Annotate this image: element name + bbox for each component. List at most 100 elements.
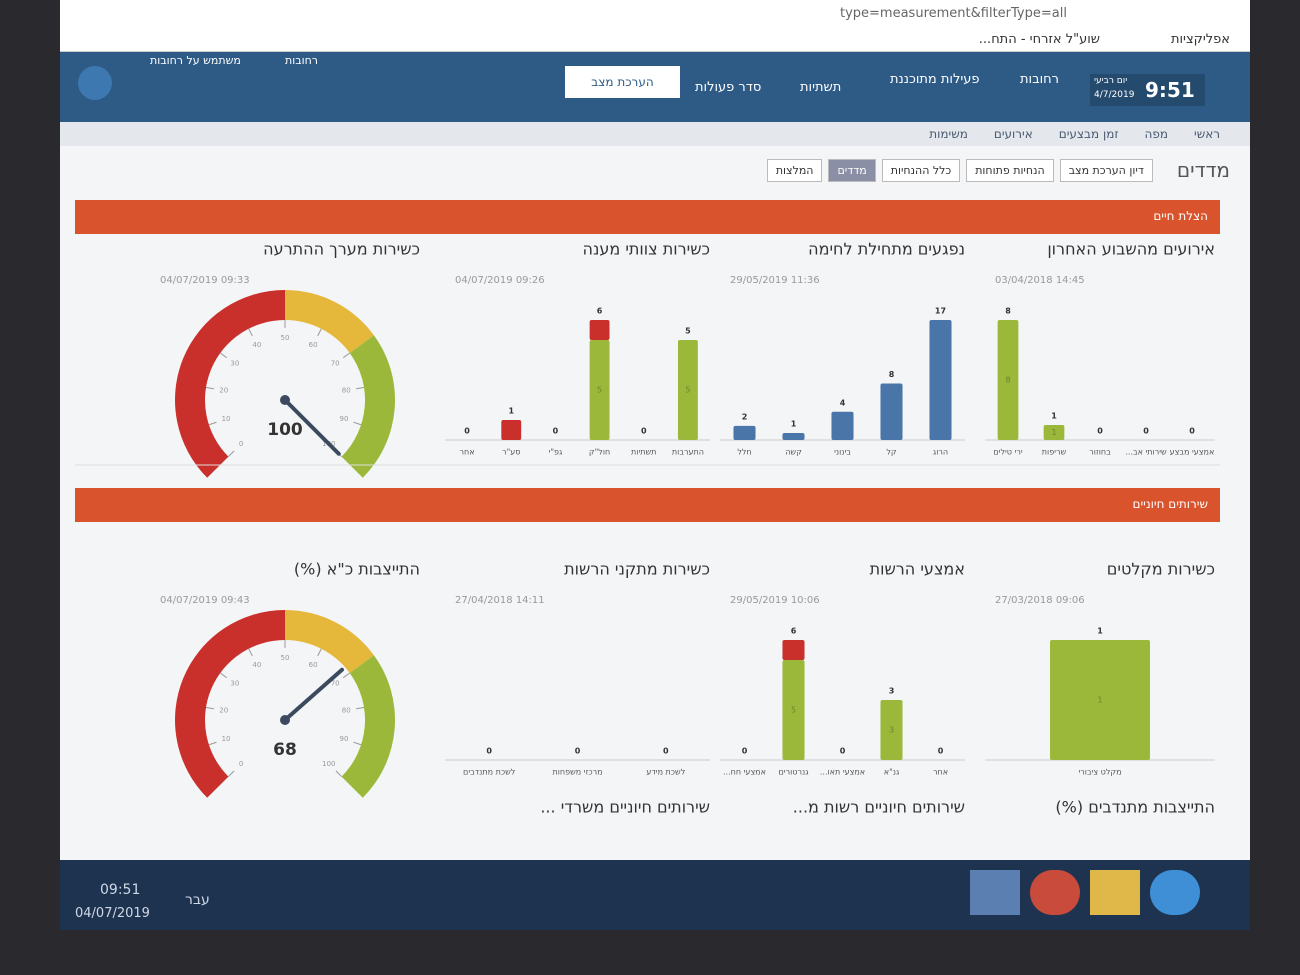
- x-tick-label: לשכת מתנדבים: [463, 768, 515, 777]
- bar-inner-label: 5: [685, 386, 690, 395]
- gauge-band: [341, 655, 395, 798]
- chart-title: אמצעי הרשות: [870, 560, 965, 579]
- gauge-tick-label: 30: [230, 360, 239, 368]
- x-tick-label: קל: [886, 448, 897, 457]
- tab[interactable]: כלל ההנחיות: [881, 158, 961, 182]
- gauge-tick: [335, 770, 342, 777]
- bar: [880, 700, 903, 760]
- chart-title: נפגעים מתחילת לחימה: [808, 240, 965, 259]
- bar-inner-label: 8: [1005, 376, 1010, 385]
- tab[interactable]: המלצות: [766, 158, 823, 182]
- section-title: הצלת חיים: [1153, 209, 1208, 223]
- bar-inner-label: 5: [791, 706, 796, 715]
- gauge-tick-label: 0: [239, 760, 243, 768]
- x-tick-label: ירי טילים: [993, 448, 1022, 457]
- gauge-tick-label: 70: [331, 360, 340, 368]
- nav-item[interactable]: מפה: [1144, 127, 1169, 141]
- gauge-tick: [219, 672, 228, 679]
- bar-inner-label: 1: [1097, 696, 1102, 705]
- x-tick-label: שריפות: [1042, 448, 1067, 457]
- tab[interactable]: דיון הערכת מצב: [1059, 158, 1153, 182]
- task-icon[interactable]: [970, 870, 1020, 915]
- task-icon[interactable]: [1090, 870, 1140, 915]
- nav-item[interactable]: ראשי: [1194, 127, 1220, 141]
- bar: [589, 340, 610, 440]
- section-banner: שירותים חיוניים: [75, 488, 1220, 522]
- x-tick-label: גפ"י: [549, 448, 563, 457]
- value-label: 0: [742, 747, 748, 756]
- task-icon[interactable]: [1030, 870, 1080, 915]
- nav-item[interactable]: אירועים: [993, 127, 1033, 141]
- bar: [501, 420, 522, 440]
- nav-active[interactable]: הערכת מצב: [565, 66, 680, 98]
- x-tick-label: בינוני: [834, 448, 851, 457]
- gauge-band: [341, 335, 395, 478]
- chart-updated: 04/07/2019 09:26: [455, 275, 545, 286]
- value-label: 0: [1189, 427, 1195, 436]
- planned[interactable]: פעילות מתוכננת: [890, 72, 980, 87]
- gauge-tick: [317, 328, 322, 337]
- tab[interactable]: מדדים: [828, 158, 876, 182]
- gauge-tick-label: 50: [281, 334, 290, 342]
- nav-item[interactable]: תשתיות: [800, 80, 842, 95]
- gauge-tick: [208, 741, 217, 746]
- gauge-tick-label: 20: [219, 706, 228, 714]
- gauge-tick: [205, 386, 214, 390]
- chart-title: כשירות מערך ההתרעה: [263, 240, 420, 259]
- gauge-tick-label: 50: [281, 654, 290, 662]
- bar: [1043, 425, 1065, 440]
- widget-title: התייצבות מתנדבים (%): [1055, 798, 1215, 817]
- x-tick-label: אמצעי חח...: [723, 768, 766, 777]
- x-tick-label: גנרטורים: [779, 768, 810, 777]
- gauge-tick-label: 30: [230, 680, 239, 688]
- gauge-tick-label: 90: [340, 415, 349, 423]
- gauge-tick: [356, 386, 365, 390]
- chart-updated: 04/07/2019 09:43: [160, 595, 250, 606]
- tray-time: 09:51: [100, 882, 141, 898]
- gauge-band: [175, 610, 285, 798]
- value-label: 6: [791, 627, 797, 636]
- value-label: 0: [1143, 427, 1149, 436]
- date: 4/7/2019: [1094, 90, 1135, 100]
- task-icon[interactable]: [1150, 870, 1200, 915]
- chart-updated: 29/05/2019 11:36: [730, 275, 820, 286]
- bar: [782, 432, 805, 440]
- gauge-band: [175, 290, 285, 478]
- bookmark[interactable]: שוע"ל אזרחי - התח...: [978, 32, 1100, 47]
- value-label: 0: [938, 747, 944, 756]
- value-label: 4: [840, 398, 846, 407]
- time: 9:51: [1145, 78, 1195, 102]
- gauge-value: 68: [273, 740, 297, 760]
- gauge-needle: [283, 667, 345, 722]
- bar: [929, 320, 952, 440]
- value-label: 0: [464, 427, 470, 436]
- nav-item[interactable]: סדר פעולות: [695, 80, 762, 95]
- nav-item[interactable]: זמן מבצעים: [1058, 127, 1119, 141]
- gauge-tick-label: 70: [331, 680, 340, 688]
- user[interactable]: משתמש על רחובות: [150, 54, 241, 67]
- nav-item[interactable]: משימות: [929, 127, 968, 141]
- url[interactable]: type=measurement&filterType=all: [840, 6, 1067, 21]
- menu-button[interactable]: [78, 66, 112, 100]
- value-label: 2: [742, 412, 748, 421]
- tab[interactable]: הנחיות פתוחות: [966, 158, 1054, 182]
- bar: [782, 660, 805, 760]
- value-label: 0: [486, 747, 492, 756]
- bookmark[interactable]: אפליקציות: [1170, 32, 1230, 47]
- chart-updated: 27/04/2018 14:11: [455, 595, 545, 606]
- gauge-tick: [342, 672, 351, 679]
- bar: [782, 640, 805, 660]
- bar-inner-label: 5: [597, 386, 602, 395]
- gauge-tick: [317, 648, 322, 657]
- tray-language[interactable]: עבר: [185, 892, 210, 908]
- chart-title: כשירות מתקני הרשות: [564, 560, 710, 579]
- bar: [589, 320, 610, 340]
- gauge-tick-label: 40: [252, 341, 261, 349]
- gauge-tick: [205, 706, 214, 710]
- chart-title: התייצבות כ"א (%): [294, 560, 420, 579]
- gauge-tick-label: 40: [252, 661, 261, 669]
- gauge-tick-label: 80: [342, 386, 351, 394]
- bar: [997, 320, 1019, 440]
